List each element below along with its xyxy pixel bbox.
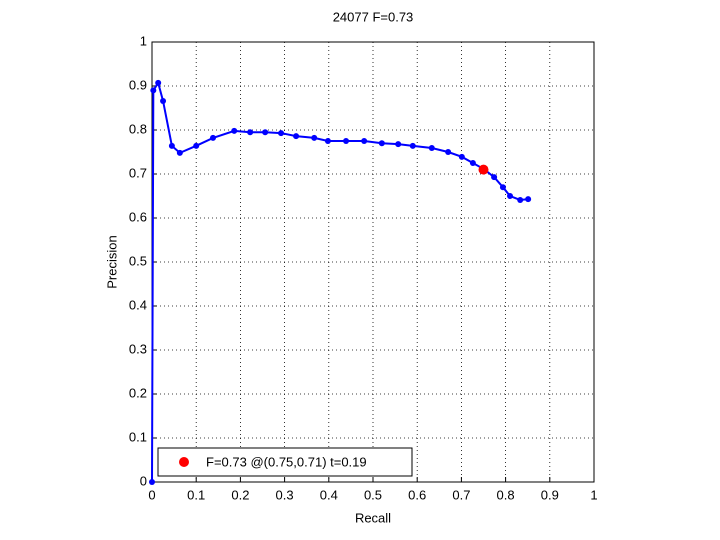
y-tick-label: 0.8 xyxy=(129,121,147,136)
legend-marker xyxy=(179,457,189,467)
data-point xyxy=(168,142,175,149)
data-point xyxy=(361,138,368,144)
highlight-point xyxy=(478,164,489,175)
y-tick-label: 0 xyxy=(140,473,147,488)
x-tick-label: 0.3 xyxy=(276,487,294,502)
data-point xyxy=(160,97,167,104)
data-point xyxy=(445,149,452,155)
x-tick-label: 1 xyxy=(590,487,597,502)
data-point xyxy=(176,149,183,156)
x-tick-label: 0.4 xyxy=(320,487,338,502)
data-point xyxy=(155,79,162,86)
data-point xyxy=(149,479,155,485)
legend-box xyxy=(157,447,413,477)
x-tick-label: 0.1 xyxy=(187,487,205,502)
data-point xyxy=(311,134,318,141)
data-point xyxy=(193,142,200,149)
y-tick-label: 0.9 xyxy=(129,77,147,92)
data-point xyxy=(499,184,506,191)
y-tick-label: 0.6 xyxy=(129,209,147,224)
x-tick-label: 0 xyxy=(148,487,155,502)
chart-title: 24077 F=0.73 xyxy=(333,9,414,24)
data-point xyxy=(507,193,514,199)
legend-label: F=0.73 @(0.75,0.71) t=0.19 xyxy=(206,454,367,469)
data-point xyxy=(469,160,476,166)
x-tick-label: 0.8 xyxy=(497,487,515,502)
data-point xyxy=(343,138,350,144)
data-point xyxy=(278,130,285,137)
y-tick-label: 0.5 xyxy=(129,253,147,268)
data-point xyxy=(428,145,435,152)
x-tick-label: 0.5 xyxy=(364,487,382,502)
data-point xyxy=(458,153,465,160)
data-point xyxy=(247,129,254,136)
x-tick-label: 0.7 xyxy=(452,487,470,502)
data-point xyxy=(409,142,416,149)
data-point xyxy=(395,141,402,148)
data-point xyxy=(293,133,300,140)
y-tick-label: 0.3 xyxy=(129,341,147,356)
x-axis-label: Recall xyxy=(355,510,391,525)
y-tick-label: 0.4 xyxy=(129,297,147,312)
data-point xyxy=(262,129,269,136)
data-point xyxy=(150,87,157,94)
data-point xyxy=(324,138,331,144)
x-tick-label: 0.9 xyxy=(541,487,559,502)
x-tick-label: 0.6 xyxy=(408,487,426,502)
y-tick-label: 1 xyxy=(140,33,147,48)
data-point xyxy=(491,174,498,181)
y-tick-label: 0.7 xyxy=(129,165,147,180)
data-point xyxy=(517,196,524,203)
y-axis-label: Precision xyxy=(104,235,119,288)
data-point xyxy=(525,196,532,203)
data-point xyxy=(231,127,238,134)
y-tick-label: 0.1 xyxy=(129,429,147,444)
data-point xyxy=(378,140,385,147)
x-tick-label: 0.2 xyxy=(231,487,249,502)
data-point xyxy=(209,134,216,141)
y-tick-label: 0.2 xyxy=(129,385,147,400)
